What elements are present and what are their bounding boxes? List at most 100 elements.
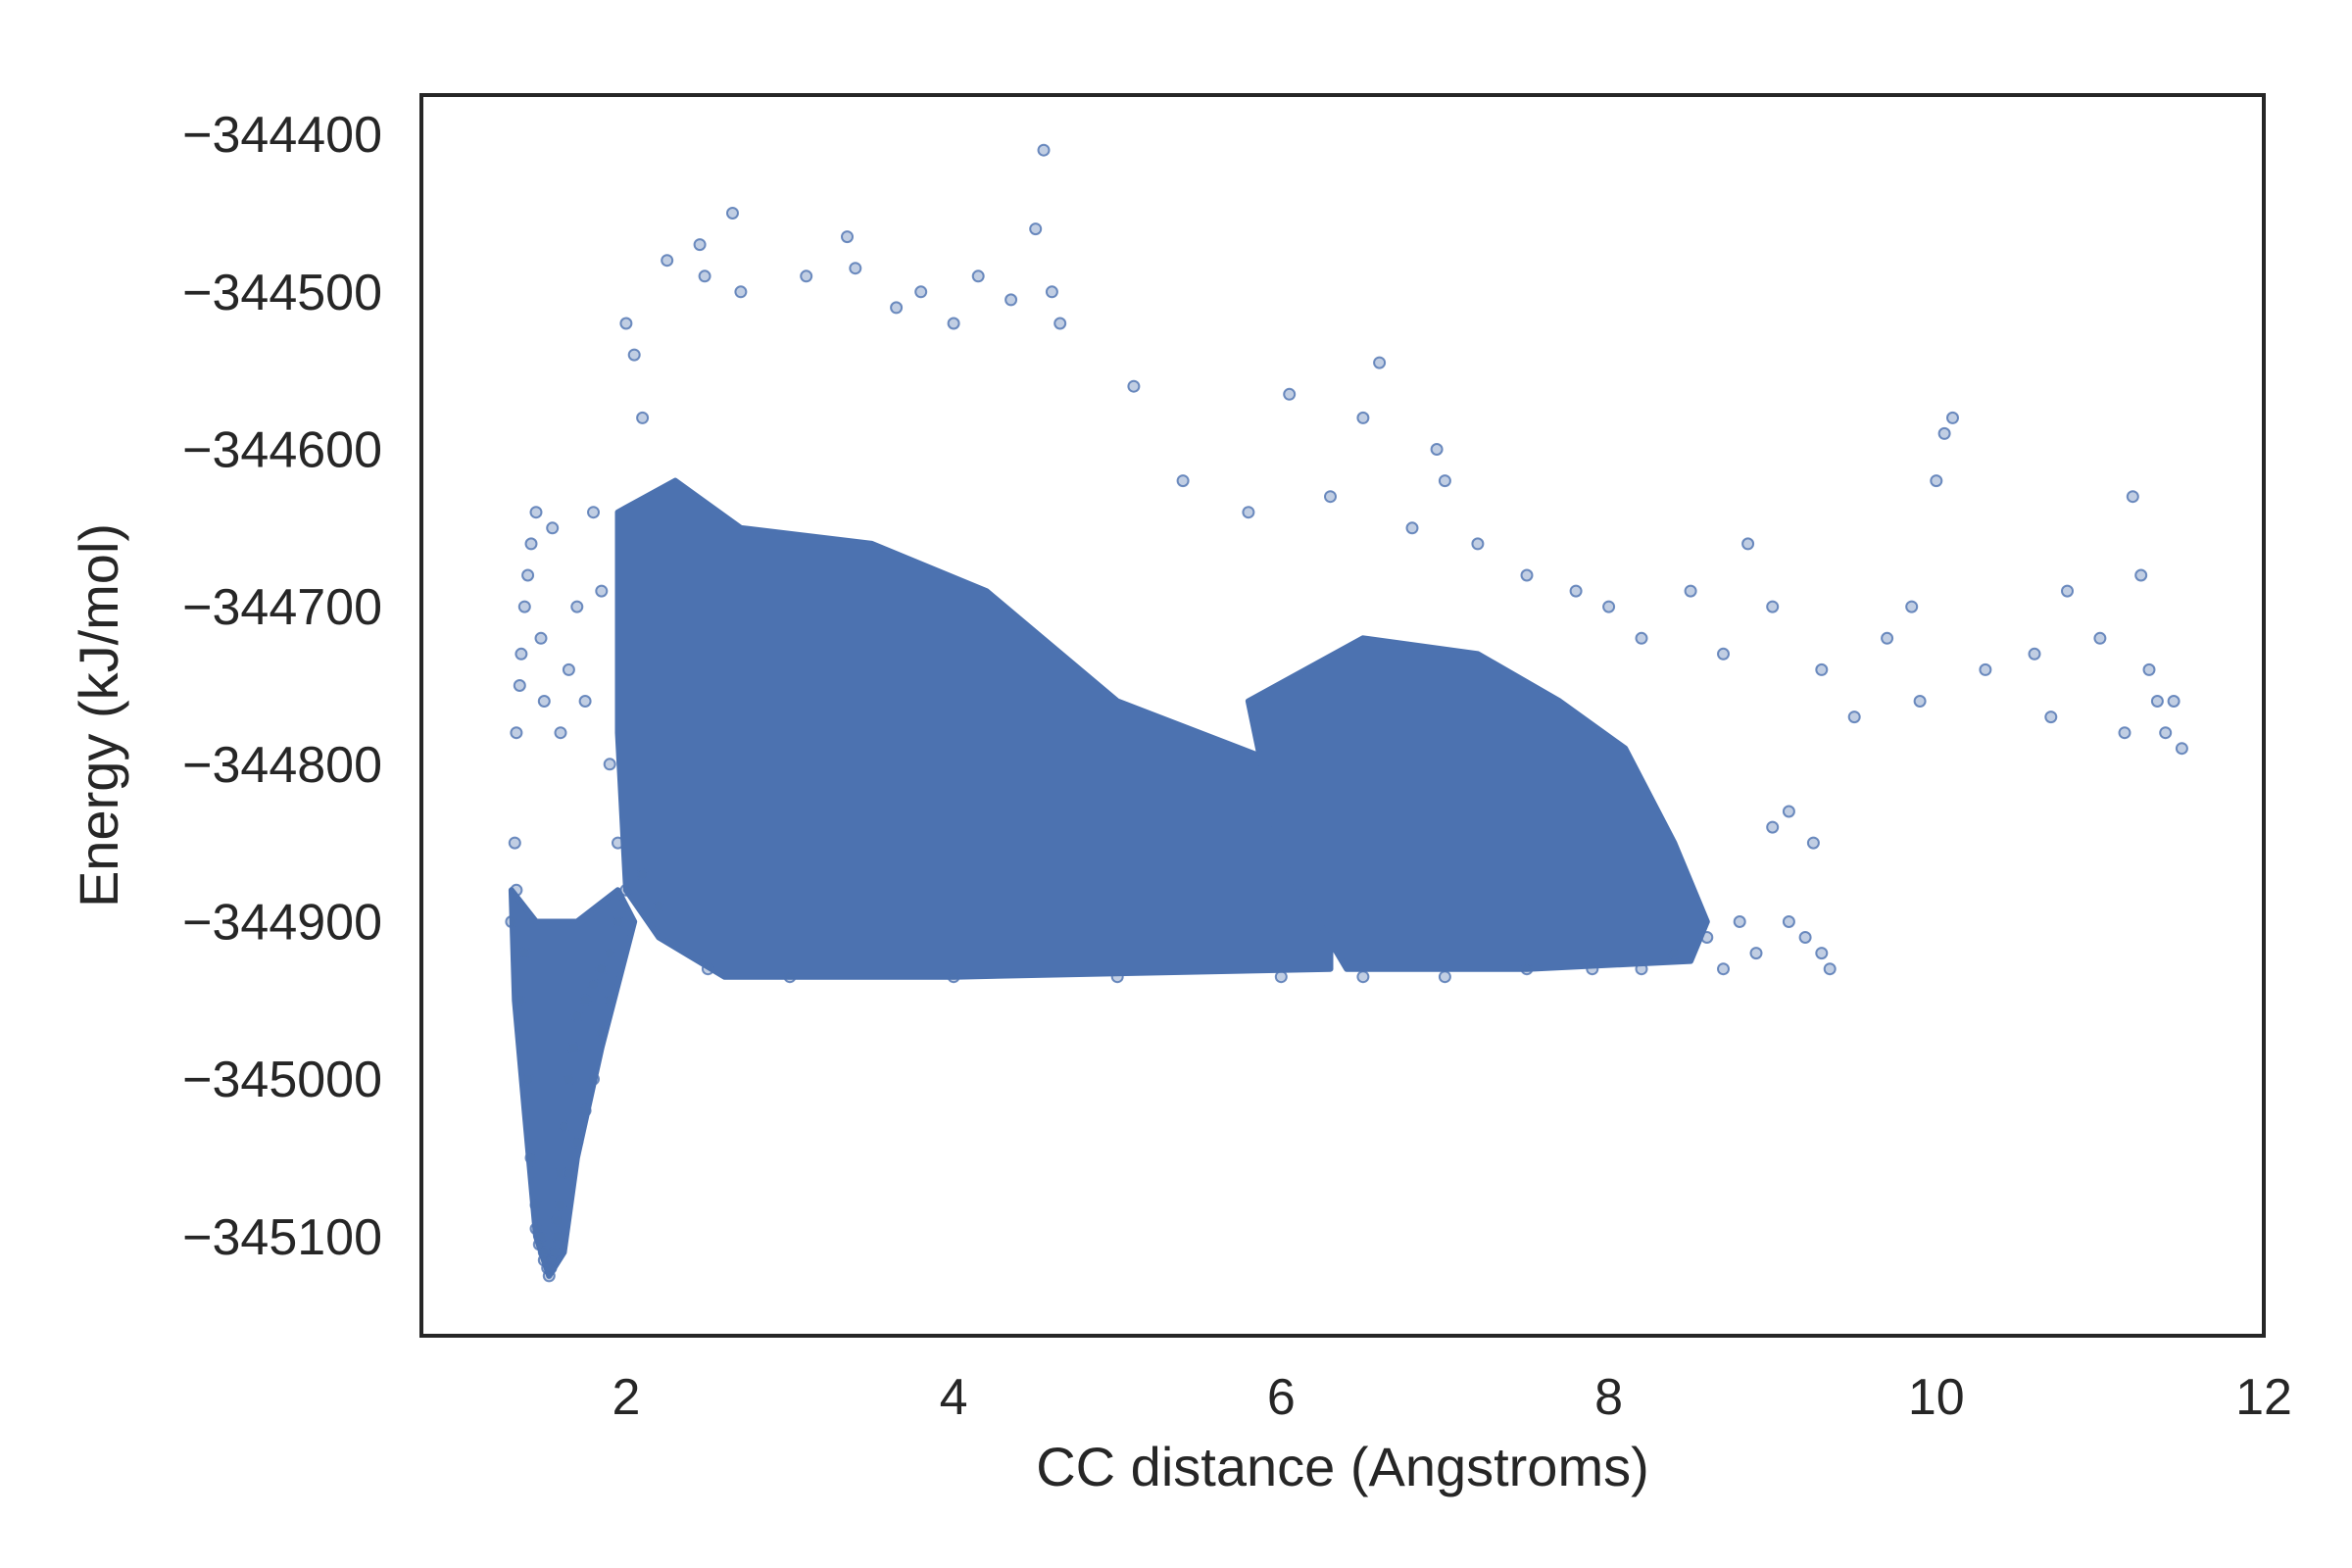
data-point — [1356, 411, 1370, 424]
data-point — [971, 270, 985, 283]
data-point — [734, 285, 748, 299]
data-point — [566, 1041, 580, 1054]
y-tick-label: −344900 — [182, 895, 382, 952]
data-point — [534, 631, 548, 645]
data-point — [529, 1222, 543, 1236]
data-point — [1586, 962, 1599, 976]
data-point — [1405, 521, 1419, 535]
data-point — [1667, 947, 1681, 960]
data-point — [1471, 537, 1485, 551]
data-point — [1782, 805, 1795, 818]
data-point — [1602, 600, 1616, 613]
data-point — [1733, 915, 1746, 928]
data-point — [595, 1025, 609, 1039]
data-point — [578, 695, 592, 708]
data-point — [1815, 947, 1829, 960]
data-point — [570, 600, 584, 613]
x-tick-label: 10 — [1908, 1369, 1965, 1426]
data-point — [636, 867, 650, 881]
data-point — [1430, 443, 1444, 456]
data-point — [947, 970, 960, 984]
data-point — [1029, 222, 1043, 236]
data-point — [532, 1238, 546, 1251]
data-point — [652, 899, 665, 912]
data-point — [1881, 631, 1894, 645]
data-point — [1356, 970, 1370, 984]
plot-frame — [419, 93, 2266, 1338]
data-point — [627, 348, 641, 362]
data-point — [849, 262, 862, 275]
data-point — [1110, 970, 1124, 984]
data-point — [1798, 931, 1812, 944]
data-point — [1635, 962, 1648, 976]
y-tick-label: −345000 — [182, 1052, 382, 1108]
data-point — [1847, 710, 1861, 724]
data-point — [505, 915, 518, 928]
y-tick-label: −344400 — [182, 107, 382, 164]
data-point — [1283, 387, 1297, 401]
data-point — [636, 411, 650, 424]
data-point — [1815, 662, 1829, 676]
data-point — [1741, 537, 1755, 551]
data-point — [578, 1103, 592, 1117]
x-axis-ticks: 2 4 6 8 10 12 — [612, 1369, 2291, 1426]
data-point — [578, 994, 592, 1007]
data-point — [1717, 647, 1730, 661]
data-point — [693, 238, 707, 252]
data-point — [1782, 915, 1795, 928]
data-point — [726, 207, 739, 220]
data-point — [1438, 474, 1451, 488]
data-point — [557, 1119, 570, 1133]
data-point — [2167, 695, 2180, 708]
data-point — [603, 758, 616, 771]
data-point — [1520, 962, 1534, 976]
data-point — [1766, 820, 1780, 834]
data-point — [841, 230, 854, 244]
y-tick-label: −344700 — [182, 579, 382, 636]
data-point — [1979, 662, 1992, 676]
data-point — [595, 584, 609, 598]
data-point — [554, 1199, 567, 1212]
dense-region-3 — [1245, 635, 1710, 972]
data-point — [524, 537, 538, 551]
data-point — [701, 962, 714, 976]
data-point — [1569, 584, 1583, 598]
data-point — [1242, 506, 1255, 519]
data-point — [551, 1214, 564, 1228]
data-point — [914, 285, 928, 299]
y-tick-label: −345100 — [182, 1209, 382, 1266]
x-tick-label: 12 — [2235, 1369, 2292, 1426]
data-point — [603, 994, 616, 1007]
data-point — [1749, 947, 1763, 960]
x-axis-label: CC distance (Angstroms) — [1036, 1436, 1649, 1497]
data-point — [513, 679, 526, 692]
data-point — [562, 1167, 575, 1180]
data-point — [542, 1269, 556, 1283]
data-point — [517, 600, 531, 613]
y-axis-ticks: −344400 −344500 −344600 −344700 −344800 −3449… — [182, 107, 382, 1266]
data-point — [587, 506, 600, 519]
data-point — [2061, 584, 2074, 598]
data-point — [547, 1246, 561, 1259]
data-point — [517, 947, 531, 960]
data-point — [2126, 490, 2139, 504]
data-point — [554, 726, 567, 740]
data-point — [890, 301, 904, 315]
data-point — [603, 947, 616, 960]
data-point — [1004, 293, 1018, 307]
data-point — [1930, 474, 1943, 488]
data-point — [521, 1072, 535, 1086]
data-point — [2028, 647, 2041, 661]
data-point — [1274, 970, 1288, 984]
data-point — [1700, 931, 1714, 944]
data-point — [514, 647, 528, 661]
data-point — [570, 1009, 584, 1023]
data-point — [513, 994, 526, 1007]
data-point — [1937, 426, 1951, 440]
data-point — [2134, 568, 2148, 582]
data-point — [2093, 631, 2107, 645]
data-point — [2175, 742, 2188, 756]
data-point — [2044, 710, 2058, 724]
y-tick-label: −344800 — [182, 737, 382, 794]
